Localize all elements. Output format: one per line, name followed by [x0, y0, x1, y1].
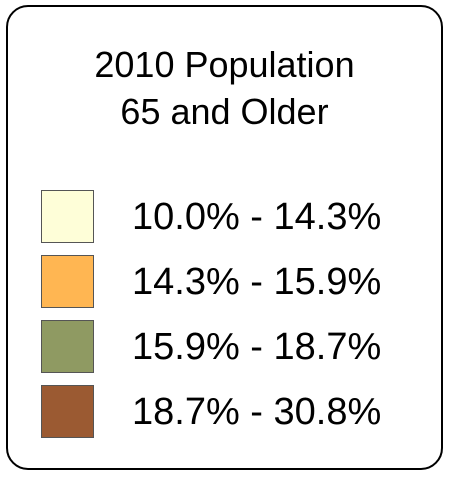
legend-swatch [41, 385, 94, 438]
legend-item-label: 15.9% - 18.7% [132, 326, 382, 368]
legend-item: 10.0% - 14.3% [41, 188, 431, 253]
legend-item: 18.7% - 30.8% [41, 383, 431, 448]
legend-title: 2010 Population 65 and Older [8, 41, 441, 135]
legend-title-line-2: 65 and Older [120, 91, 329, 132]
legend-items: 10.0% - 14.3% 14.3% - 15.9% 15.9% - 18.7… [41, 188, 431, 448]
legend-swatch [41, 190, 94, 243]
legend-item-label: 14.3% - 15.9% [132, 261, 382, 303]
legend-item: 14.3% - 15.9% [41, 253, 431, 318]
legend-item-label: 18.7% - 30.8% [132, 391, 382, 433]
legend-title-line-1: 2010 Population [94, 44, 355, 85]
map-legend: 2010 Population 65 and Older 10.0% - 14.… [6, 5, 443, 470]
legend-swatch [41, 320, 94, 373]
legend-item-label: 10.0% - 14.3% [132, 196, 382, 238]
legend-item: 15.9% - 18.7% [41, 318, 431, 383]
legend-swatch [41, 255, 94, 308]
